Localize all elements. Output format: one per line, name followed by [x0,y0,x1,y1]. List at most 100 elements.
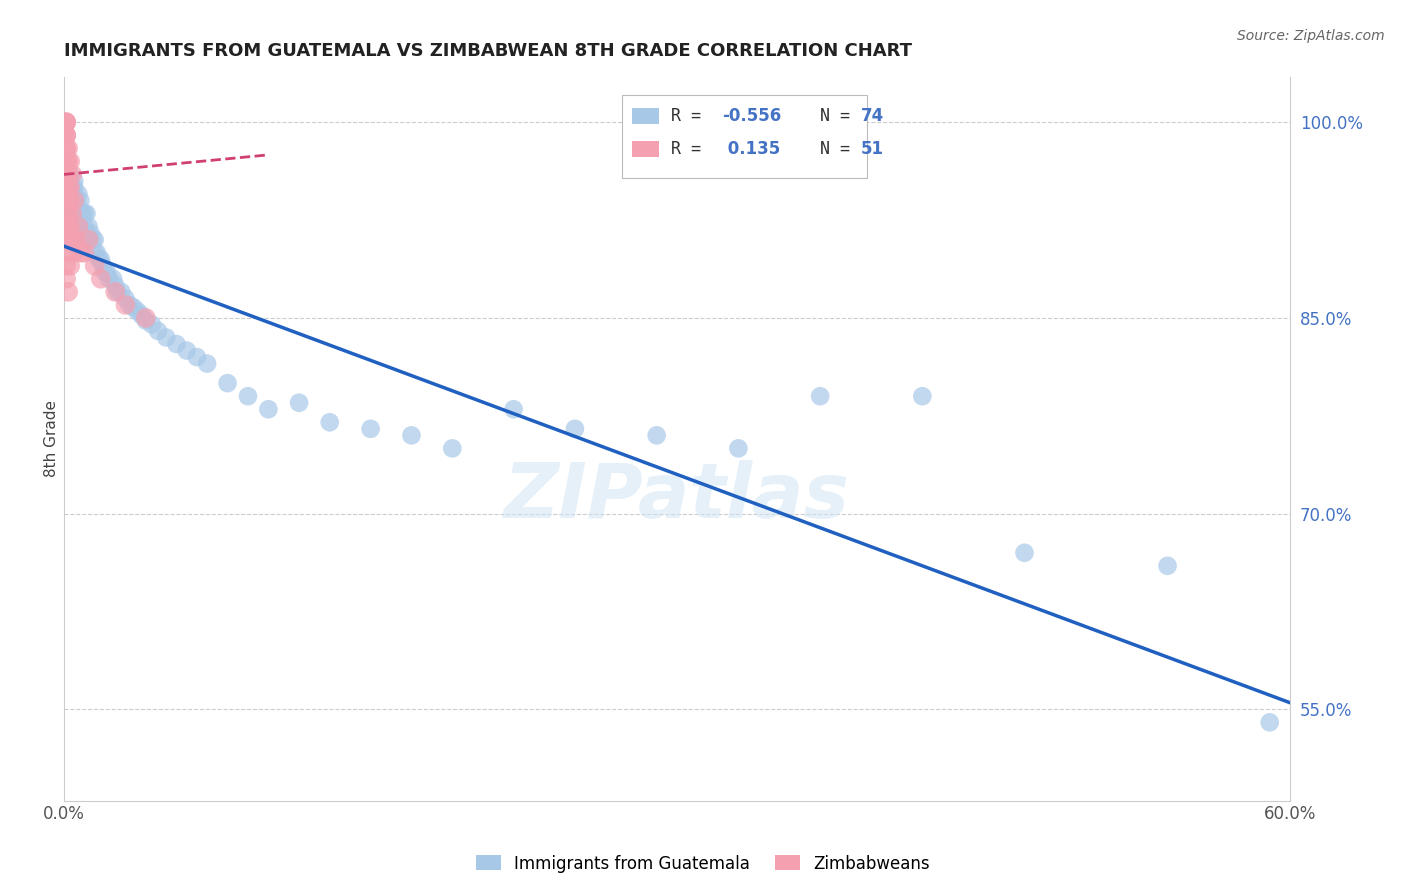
Point [90,272,112,286]
Point [59,233,82,247]
Point [55,168,77,182]
Point [55,115,77,129]
Point [96,265,118,279]
Point [77,233,100,247]
Point [63,186,86,201]
Point [502,402,524,417]
FancyBboxPatch shape [621,95,868,178]
Point [114,291,136,305]
Point [63,194,86,208]
Point [82,233,104,247]
Point [135,310,157,325]
Point [56,194,79,208]
Point [60,180,83,194]
Point [236,389,259,403]
Point [104,278,127,293]
Point [401,428,423,442]
Point [60,233,83,247]
Point [257,402,280,417]
Text: R =: R = [671,140,711,158]
Point [69,194,91,208]
Point [60,168,83,182]
Text: N =: N = [800,140,859,158]
Point [56,285,79,299]
Point [73,233,96,247]
Point [55,194,77,208]
Point [60,206,83,220]
Text: IMMIGRANTS FROM GUATEMALA VS ZIMBABWEAN 8TH GRADE CORRELATION CHART: IMMIGRANTS FROM GUATEMALA VS ZIMBABWEAN … [65,42,912,60]
Point [94,265,117,279]
Text: 0.135: 0.135 [723,140,780,158]
Point [186,350,208,364]
Point [83,233,105,247]
Bar [631,141,659,157]
Point [59,168,82,182]
Point [87,252,110,267]
Point [59,154,82,169]
Point [55,233,77,247]
Point [217,376,239,391]
Point [131,309,153,323]
Point [127,304,149,318]
Point [55,141,77,155]
Point [59,194,82,208]
Point [808,389,831,403]
Point [55,180,77,194]
Point [56,245,79,260]
Point [56,206,79,220]
Point [55,219,77,234]
Point [55,115,77,129]
Text: 74: 74 [860,107,884,126]
Text: N =: N = [800,107,859,126]
Point [63,245,86,260]
Point [141,318,163,332]
Point [110,285,132,299]
Point [83,245,105,260]
Point [55,180,77,194]
Point [135,313,157,327]
Point [114,298,136,312]
Point [288,395,311,409]
Point [564,422,586,436]
Point [155,330,177,344]
Point [76,226,98,240]
Bar [631,109,659,124]
Point [56,180,79,194]
Point [55,272,77,286]
Point [319,415,342,429]
Point [79,226,101,240]
Point [77,219,100,234]
Point [55,168,77,182]
Point [1156,558,1178,573]
Point [69,206,91,220]
Point [55,128,77,143]
Point [56,219,79,234]
Point [56,233,79,247]
Point [67,186,90,201]
Point [63,206,86,220]
Point [91,259,114,273]
Point [73,245,96,260]
Point [65,194,87,208]
Point [69,245,91,260]
Point [76,206,98,220]
Y-axis label: 8th Grade: 8th Grade [44,401,59,477]
Point [65,233,87,247]
Point [59,174,82,188]
Point [645,428,668,442]
Point [65,200,87,214]
Point [55,128,77,143]
Point [67,206,90,220]
Point [176,343,198,358]
Point [55,154,77,169]
Point [195,357,218,371]
Point [146,324,169,338]
Point [59,219,82,234]
Point [727,442,749,456]
Point [101,272,124,286]
Point [55,141,77,155]
Legend: Immigrants from Guatemala, Zimbabweans: Immigrants from Guatemala, Zimbabweans [470,848,936,880]
Point [165,337,187,351]
Point [60,206,83,220]
Point [59,259,82,273]
